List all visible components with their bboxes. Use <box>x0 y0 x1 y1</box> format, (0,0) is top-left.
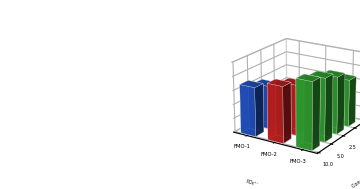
X-axis label: PO₄³⁻: PO₄³⁻ <box>245 180 259 188</box>
Y-axis label: Concentration (mg·L⁻¹): Concentration (mg·L⁻¹) <box>351 153 360 189</box>
